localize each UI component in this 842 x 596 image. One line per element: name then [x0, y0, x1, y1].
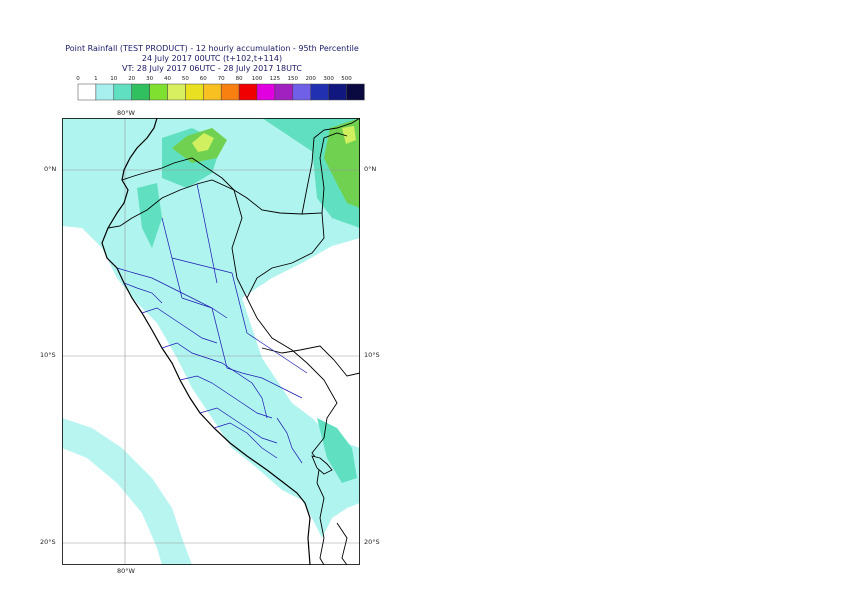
legend-tick-label: 30 — [146, 76, 153, 82]
legend-tick-label: 100 — [252, 76, 263, 82]
legend-tick-label: 60 — [200, 76, 207, 82]
wet-band-north — [152, 118, 360, 178]
lat-label-left-0: 0°N — [44, 165, 57, 173]
legend-swatch — [238, 83, 258, 101]
legend-swatch — [203, 83, 222, 101]
legend-swatch — [256, 83, 276, 101]
legend-tick-label: 150 — [288, 76, 299, 82]
lat-label-right-0: 0°N — [364, 165, 377, 173]
wet-band-andes — [137, 183, 162, 248]
wet-band-south — [317, 418, 357, 483]
validity-time: VT: 28 July 2017 06UTC - 28 July 2017 18… — [122, 64, 302, 73]
map-title: Point Rainfall (TEST PRODUCT) - 12 hourl… — [65, 44, 359, 53]
legend-tick-label: 200 — [305, 76, 316, 82]
dry-area-south-east — [317, 503, 360, 565]
lon-label-bottom: 80°W — [117, 567, 135, 575]
legend-swatch — [149, 83, 168, 101]
heavy-rain-peak — [192, 133, 214, 152]
legend-swatch — [346, 83, 365, 101]
region-borders — [116, 183, 308, 464]
legend-swatch — [274, 83, 294, 101]
dry-patch-ocean-2 — [62, 448, 162, 565]
legend-swatch — [131, 83, 150, 101]
legend-tick-label: 40 — [164, 76, 171, 82]
border-chile-argentina — [336, 522, 348, 565]
lat-label-left-10s: 10°S — [40, 351, 56, 359]
border-peru-brazil — [231, 189, 338, 484]
lake-titicaca — [311, 455, 333, 475]
lat-label-left-20s: 20°S — [40, 538, 56, 546]
legend-tick-label: 20 — [128, 76, 135, 82]
legend-tick-label: 10 — [110, 76, 117, 82]
border-ne — [301, 118, 360, 215]
legend-tick-label: 300 — [323, 76, 334, 82]
map-frame — [62, 118, 360, 565]
heavy-rain-peak-2 — [342, 126, 356, 144]
legend-swatch — [310, 83, 329, 101]
dry-area-interior — [242, 238, 360, 448]
legend-swatch — [292, 83, 311, 101]
legend-swatch — [113, 83, 132, 101]
legend-swatch — [220, 83, 240, 101]
legend-swatch — [167, 83, 186, 101]
legend-tick-label: 1 — [94, 76, 98, 82]
legend-tick-label: 80 — [236, 76, 243, 82]
legend-swatch — [95, 83, 115, 101]
border-brazil-east — [246, 212, 325, 299]
base-time: 24 July 2017 00UTC (t+102,t+114) — [141, 54, 283, 63]
border-colombia-ecuador — [121, 132, 348, 215]
legend-tick-label: 70 — [218, 76, 225, 82]
legend-swatch — [185, 83, 204, 101]
border-brazil-bolivia — [261, 345, 360, 377]
rainfall-map — [62, 118, 360, 565]
lat-label-right-10s: 10°S — [364, 351, 380, 359]
legend-tick-label: 125 — [270, 76, 281, 82]
legend-tick-label: 50 — [182, 76, 189, 82]
legend-swatch — [77, 83, 97, 101]
border-bolivia-chile — [316, 482, 325, 565]
legend-tick-label: 0 — [76, 76, 80, 82]
lat-label-right-20s: 20°S — [364, 538, 380, 546]
colour-legend: 0 1 10 20 30 40 50 60 70 80 100 125 150 200 300 500 — [76, 76, 365, 101]
lon-label-top: 80°W — [117, 109, 135, 117]
border-peru-north — [107, 179, 235, 229]
legend-swatch — [328, 83, 347, 101]
legend-tick-label: 500 — [341, 76, 352, 82]
